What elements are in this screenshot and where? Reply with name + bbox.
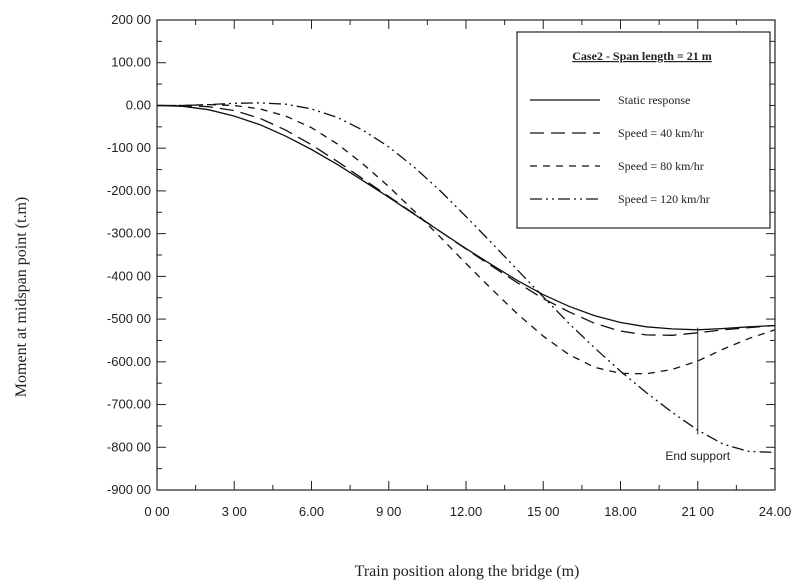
legend-label-3: Speed = 80 km/hr <box>618 159 704 173</box>
series-line-4 <box>157 102 776 454</box>
x-tick-label: 0 00 <box>144 504 169 519</box>
end-support-label: End support <box>665 449 730 463</box>
x-tick-label: 9 00 <box>376 504 401 519</box>
legend-title: Case2 - Span length = 21 m <box>572 49 712 63</box>
y-tick-label: -100 00 <box>107 140 151 155</box>
y-tick-label: 200 00 <box>111 12 151 27</box>
x-tick-label: 21 00 <box>681 504 714 519</box>
legend-box <box>516 31 771 229</box>
series-line-3 <box>157 103 776 375</box>
y-tick-label: -400 00 <box>107 268 151 283</box>
y-tick-label: -600.00 <box>107 354 151 369</box>
y-tick-label: -500 00 <box>107 311 151 326</box>
x-tick-label: 15 00 <box>527 504 560 519</box>
legend-label-1: Static response <box>618 93 690 107</box>
series-layer <box>156 102 776 454</box>
y-tick-label: -900 00 <box>107 482 151 497</box>
y-tick-label: 100.00 <box>111 55 151 70</box>
series-line-2 <box>157 104 776 336</box>
y-tick-label: -800 00 <box>107 439 151 454</box>
annotation-layer: End support <box>665 327 731 463</box>
y-tick-label: -300.00 <box>107 226 151 241</box>
x-tick-label: 24.00 <box>759 504 792 519</box>
ticks-layer: 200 00 100.00 0.00 -100 00 -200.00 -300.00 -40… <box>107 12 791 519</box>
y-tick-label: -700.00 <box>107 397 151 412</box>
x-tick-label: 12.00 <box>450 504 483 519</box>
y-tick-label: -200.00 <box>107 183 151 198</box>
x-tick-label: 18.00 <box>604 504 637 519</box>
y-tick-label: 0.00 <box>126 97 151 112</box>
x-tick-label: 3 00 <box>222 504 247 519</box>
plot-frame <box>156 19 776 491</box>
legend: Case2 - Span length = 21 m Static respon… <box>516 31 771 229</box>
x-tick-label: 6.00 <box>299 504 324 519</box>
x-axis-title: Train position along the bridge (m) <box>355 563 580 580</box>
legend-label-2: Speed = 40 km/hr <box>618 126 704 140</box>
legend-label-4: Speed = 120 km/hr <box>618 192 710 206</box>
y-axis-title: Moment at midspan point (t.m) <box>13 197 30 397</box>
legend-items: Static response Speed = 40 km/hr Speed = 8… <box>530 93 710 206</box>
